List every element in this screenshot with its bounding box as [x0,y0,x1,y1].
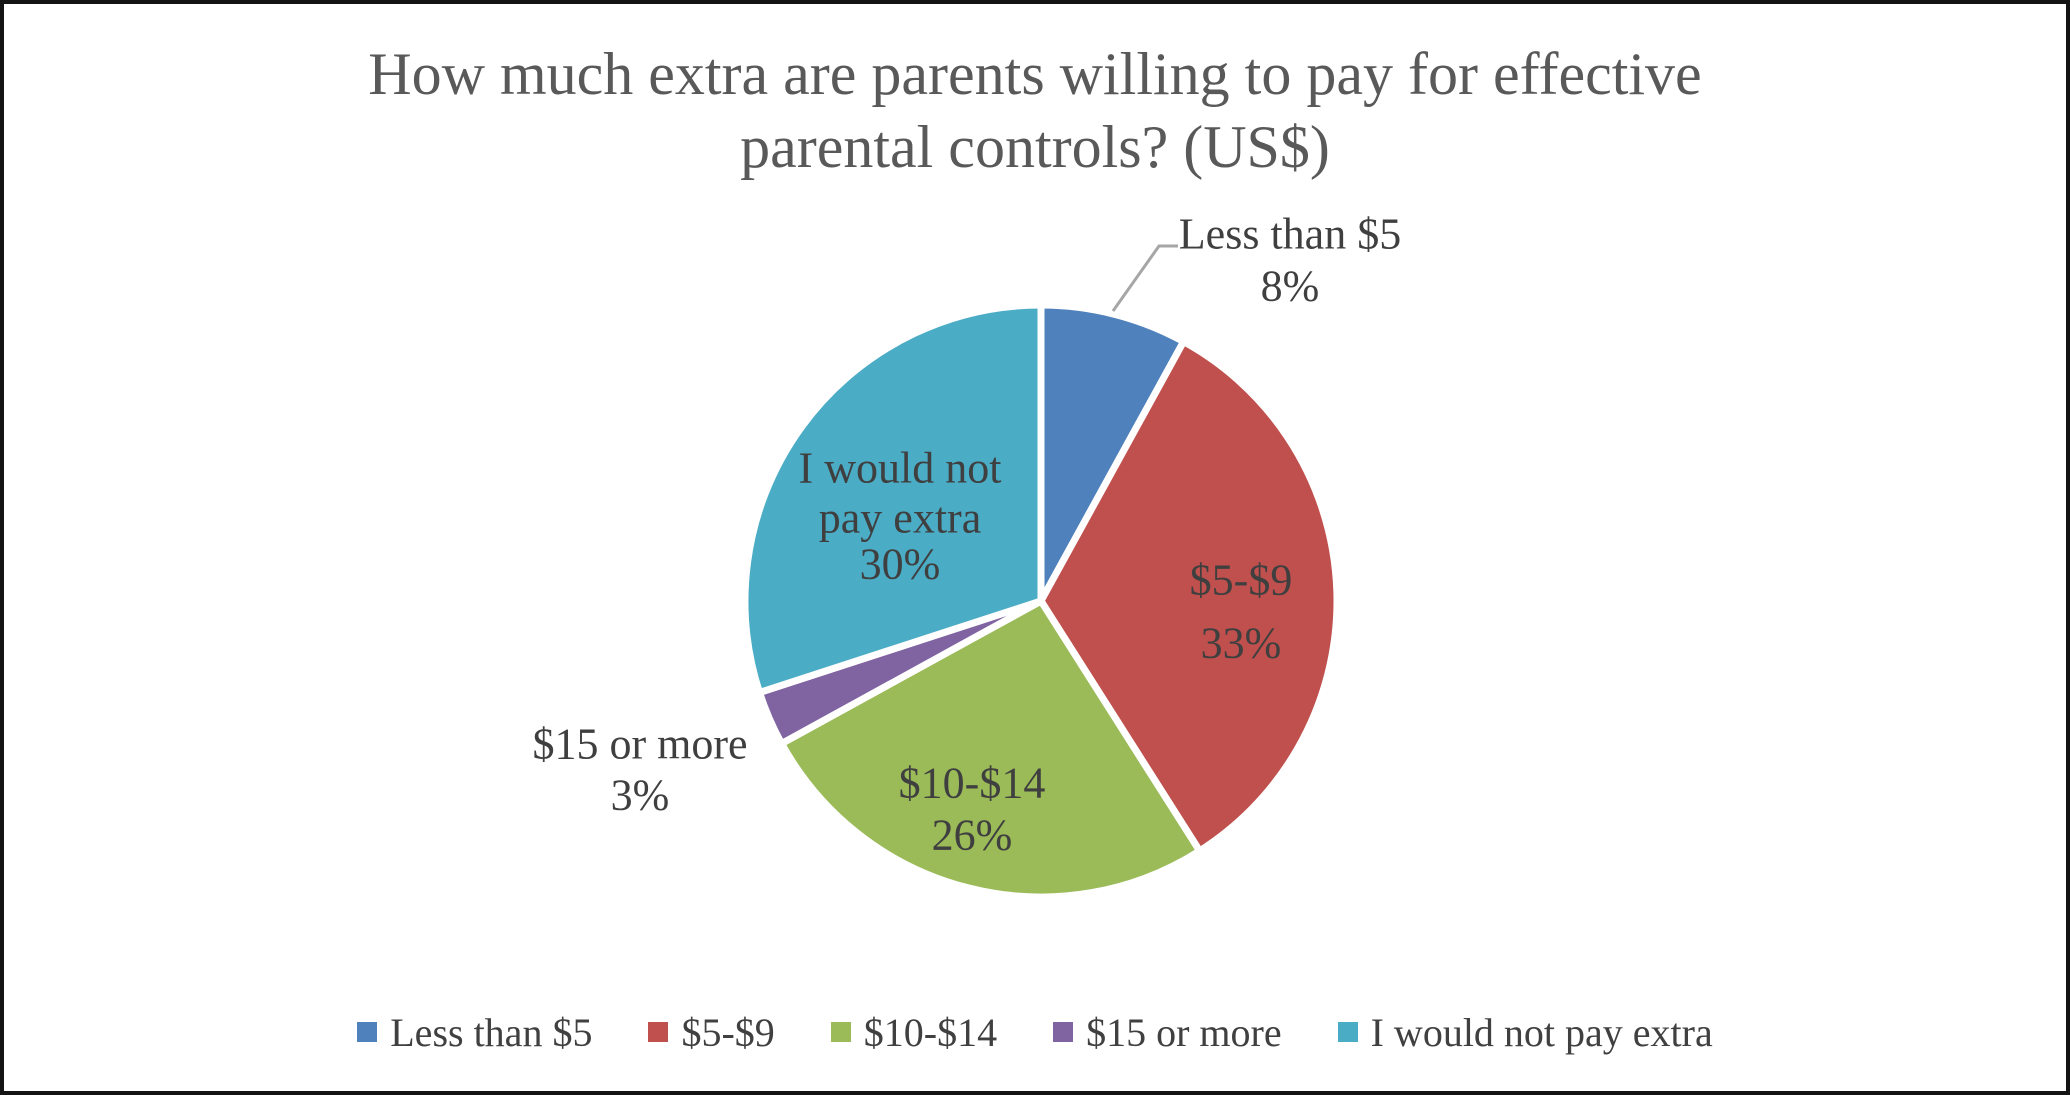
legend-item-label: I would not pay extra [1370,1009,1713,1055]
pie-slice-1 [1037,301,1188,605]
legend-swatch-icon [1337,1022,1358,1042]
legend-item-label: Less than $5 [390,1009,593,1055]
legend-swatch-icon [1053,1022,1074,1042]
legend-item-2: $5-$9 [648,1009,775,1056]
slice-label-1: Less than $5 8% [1179,210,1401,311]
legend-swatch-icon [830,1022,851,1042]
legend-item-3: $10-$14 [830,1009,998,1056]
legend-item-label: $5-$9 [681,1009,775,1055]
pie-slice-5 [741,301,1045,696]
legend: Less than $5 $5-$9 $10-$14 $15 or more I wou… [4,1004,2066,1060]
leader-line-slice-1 [1111,244,1178,312]
chart-title-line-2: parental controls? (US$) [740,114,1330,180]
chart-title-line-1: How much extra are parents willing to pa… [368,41,1702,107]
pie-chart: Less than $5 8% $5-$9 33% $10-$14 26% $15 or m… [532,210,1401,901]
slice-label-5: I would not pay extra 30% [799,444,1002,589]
legend-item-label: $10-$14 [863,1009,998,1055]
legend-item-5: I would not pay extra [1337,1009,1713,1056]
slice-label-3: $10-$14 26% [899,759,1046,860]
legend-item-4: $15 or more [1053,1009,1282,1056]
slice-label-2: $5-$9 33% [1190,556,1293,668]
legend-item-label: $15 or more [1086,1009,1282,1055]
legend-swatch-icon [357,1022,378,1042]
pie-slice-3 [778,597,1204,901]
pie-slice-2 [1037,338,1341,855]
chart-title: How much extra are parents willing to pa… [4,38,2066,184]
legend-swatch-icon [648,1022,669,1042]
slice-label-4: $15 or more 3% [532,720,747,820]
legend-item-1: Less than $5 [357,1009,592,1056]
